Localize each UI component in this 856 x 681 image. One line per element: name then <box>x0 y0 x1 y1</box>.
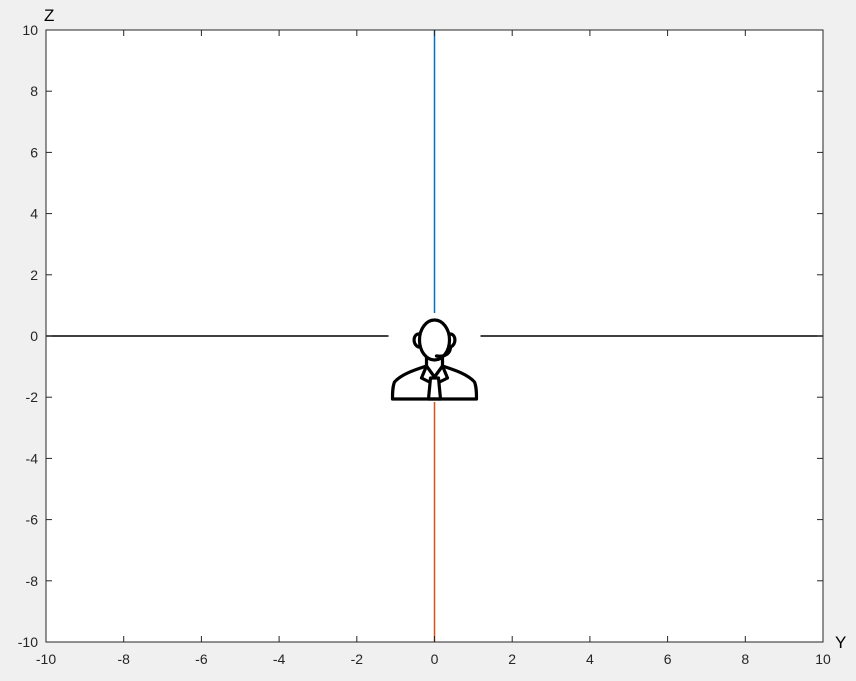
y-tick-labels: -10 -8 -6 -4 -2 0 2 4 6 8 10 <box>18 22 38 650</box>
x-tick-label: -6 <box>195 651 208 667</box>
person-headset-icon <box>388 313 481 402</box>
y-tick-label: -4 <box>26 450 39 466</box>
y-tick-label: 8 <box>30 83 38 99</box>
x-tick-label: -10 <box>36 651 56 667</box>
x-tick-label: 4 <box>586 651 594 667</box>
y-tick-label: 10 <box>22 22 38 38</box>
y-tick-label: -10 <box>18 634 38 650</box>
x-tick-label: 0 <box>431 651 439 667</box>
y-tick-label: -2 <box>26 389 39 405</box>
x-tick-label: 6 <box>664 651 672 667</box>
x-tick-label: 10 <box>815 651 831 667</box>
y-tick-label: 4 <box>30 206 38 222</box>
y-axis-label: Z <box>44 6 54 25</box>
y-tick-label: -6 <box>26 512 39 528</box>
x-tick-label: -2 <box>351 651 364 667</box>
x-tick-labels: -10 -8 -6 -4 -2 0 2 4 6 8 10 <box>36 651 831 667</box>
x-tick-label: 8 <box>741 651 749 667</box>
tick-marks <box>45 29 824 643</box>
y-tick-label: 2 <box>30 267 38 283</box>
x-tick-label: -4 <box>273 651 286 667</box>
y-tick-label: 0 <box>30 328 38 344</box>
x-axis-label: Y <box>835 633 846 652</box>
x-tick-label: 2 <box>508 651 516 667</box>
y-tick-label: 6 <box>30 144 38 160</box>
x-tick-label: -8 <box>117 651 130 667</box>
y-tick-label: -8 <box>26 573 39 589</box>
axes-box <box>45 29 824 643</box>
